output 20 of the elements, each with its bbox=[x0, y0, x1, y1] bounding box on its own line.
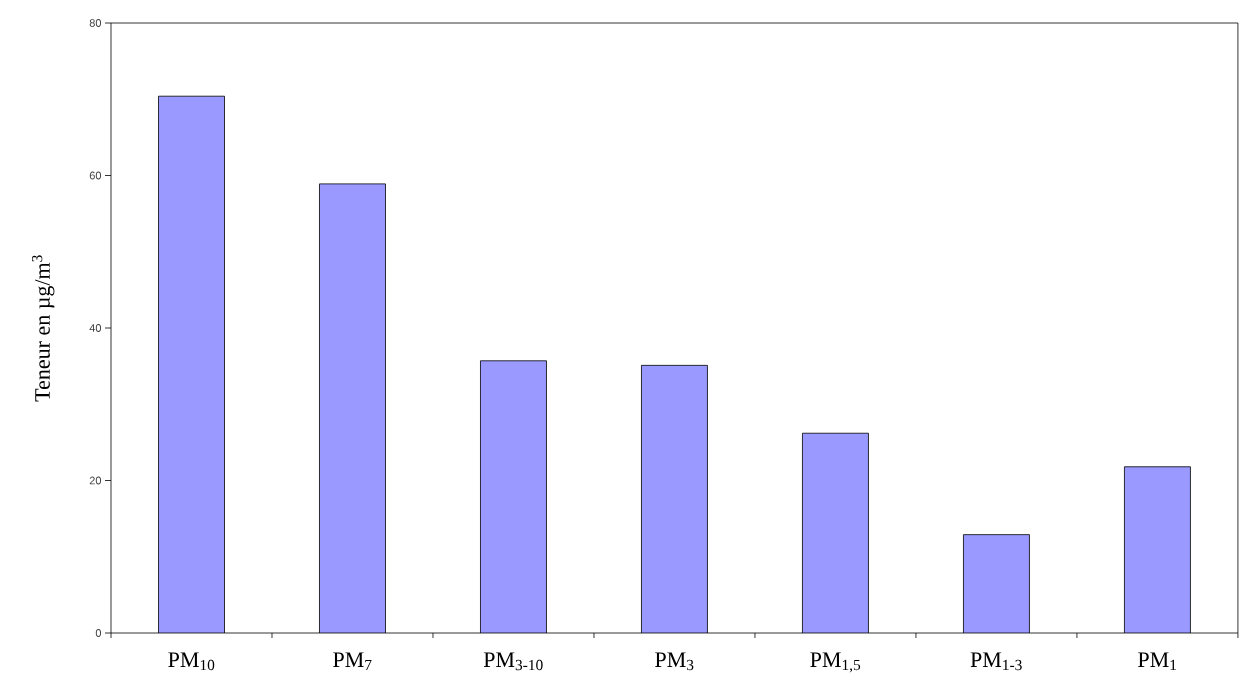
y-axis-title: Teneur en µg/m$^{3}$ bbox=[31, 255, 55, 402]
x-tick-label: PM$_{1,5}$ bbox=[810, 652, 861, 673]
y-tick-label: 0 bbox=[95, 629, 102, 637]
bar bbox=[963, 534, 1030, 633]
bar bbox=[1124, 466, 1191, 633]
y-tick-label: 20 bbox=[89, 476, 102, 485]
x-tick-label: PM$_{10}$ bbox=[168, 652, 215, 671]
y-tick-label: 40 bbox=[89, 324, 102, 332]
bar bbox=[641, 364, 708, 633]
bar bbox=[480, 360, 547, 633]
x-tick-label: PM$_{1}$ bbox=[1138, 652, 1177, 671]
x-tick-label: PM$_{3}$ bbox=[655, 652, 694, 671]
y-tick-label: 60 bbox=[89, 171, 102, 180]
x-tick-label: PM$_{1-3}$ bbox=[970, 652, 1022, 671]
y-tick-label: 80 bbox=[89, 19, 102, 27]
x-tick-label: PM$_{3-10}$ bbox=[483, 652, 543, 671]
x-tick-label: PM$_{7}$ bbox=[333, 652, 372, 671]
bar bbox=[802, 432, 869, 633]
bar bbox=[319, 183, 386, 633]
bar bbox=[158, 95, 225, 633]
